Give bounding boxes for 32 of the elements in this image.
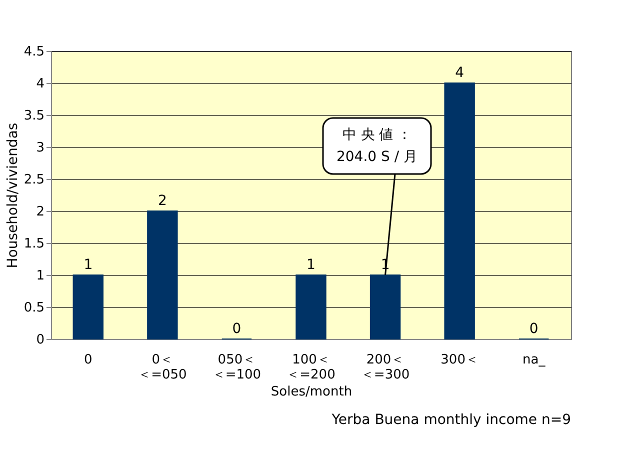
- x-tick-label: 200＜＜=300: [360, 352, 410, 382]
- x-tick-label: 0: [84, 352, 92, 368]
- text: Yerba Buena monthly income n=9: [330, 412, 571, 428]
- y-tick-label: 2: [36, 204, 44, 220]
- y-tick-label: 1.5: [24, 236, 44, 252]
- bar: [147, 210, 178, 340]
- annotation: 中 央 値 ： 204.0 S / 月: [336, 127, 418, 165]
- y-axis-title: Household/viviendas: [4, 122, 21, 268]
- data-label: 4: [455, 65, 464, 81]
- y-tick-label: 4: [36, 76, 44, 92]
- x-axis-title: Soles/month: [270, 384, 352, 400]
- data-label: 1: [306, 257, 316, 273]
- bar: [444, 82, 475, 340]
- y-tick-label: 2.5: [24, 172, 44, 188]
- bar: [296, 274, 326, 340]
- y-tick-label: 3.5: [24, 108, 44, 124]
- data-label: 1: [84, 257, 93, 273]
- data-label: 0: [529, 321, 538, 337]
- data-label: 0: [232, 321, 242, 337]
- bar: [72, 274, 104, 340]
- x-tick-label: 050＜＜=100: [212, 352, 262, 382]
- x-tick-label: 0＜＜=050: [138, 352, 187, 382]
- x-tick-label: na_: [522, 352, 546, 368]
- y-tick-label: 0.5: [24, 300, 44, 316]
- y-tick-label: 0: [36, 332, 44, 348]
- x-tick-label: 300＜: [440, 352, 478, 368]
- data-label: 2: [158, 193, 167, 209]
- y-tick-label: 3: [36, 140, 44, 156]
- y-tick-label: 4.5: [24, 44, 44, 60]
- bar: [370, 274, 401, 340]
- x-tick-label: 100＜＜=200: [286, 352, 336, 382]
- y-tick-label: 1: [36, 268, 44, 284]
